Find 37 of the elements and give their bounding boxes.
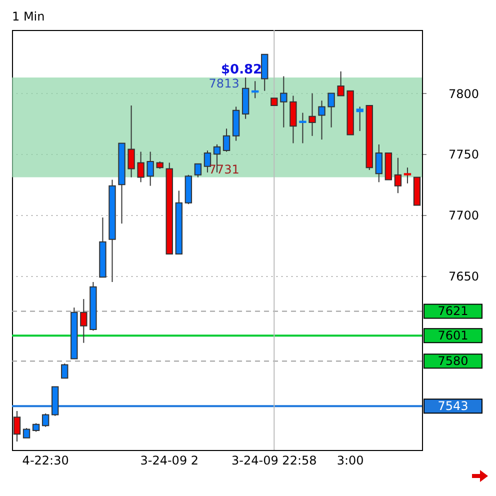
candlestick <box>146 151 154 186</box>
ref-line-label: 7580 <box>438 354 468 368</box>
annotation: 7813 <box>208 76 240 90</box>
band-label: $0.82 <box>220 62 262 78</box>
candlestick <box>318 100 326 140</box>
x-tick-label: 3-24-09 22:58 <box>232 454 317 468</box>
candlestick <box>299 112 306 144</box>
candlestick <box>252 80 259 99</box>
candlestick <box>22 428 30 438</box>
candlestick <box>308 92 316 136</box>
y-tick-label: 7800 <box>448 86 480 101</box>
candlestick <box>337 70 344 96</box>
candlestick <box>394 157 402 194</box>
candlestick <box>128 104 135 178</box>
chart-title: 1 Min <box>12 10 45 24</box>
ref-line-label: 7601 <box>438 328 468 343</box>
y-tick-label: 7750 <box>448 148 480 162</box>
candlestick <box>280 76 288 128</box>
candlestick <box>404 167 412 184</box>
candlestick <box>194 163 202 178</box>
candlestick <box>328 92 335 128</box>
x-tick-label: 3:00 <box>336 454 364 468</box>
candlestick <box>137 151 144 183</box>
y-tick-label: 7700 <box>448 208 480 223</box>
y-tick-label: 7650 <box>448 269 480 284</box>
candlestick <box>80 298 88 344</box>
ref-line-label: 7543 <box>438 399 468 414</box>
candlestick <box>61 363 68 379</box>
candlestick <box>375 144 382 183</box>
x-tick-label: 3-24-09 2 <box>140 454 199 468</box>
candlestick <box>13 410 21 442</box>
ref-line-label: 7621 <box>438 304 468 318</box>
candlestick <box>222 128 230 152</box>
x-tick-label: 4-22:30 <box>22 454 69 468</box>
candlestick <box>204 150 212 173</box>
candlestick <box>42 412 50 428</box>
candlestick <box>356 106 364 132</box>
